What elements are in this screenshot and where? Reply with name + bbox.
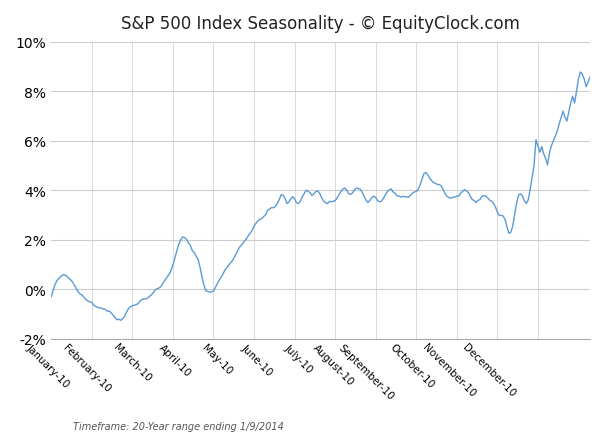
Title: S&P 500 Index Seasonality - © EquityClock.com: S&P 500 Index Seasonality - © EquityCloc… — [121, 15, 520, 33]
Text: Timeframe: 20-Year range ending 1/9/2014: Timeframe: 20-Year range ending 1/9/2014 — [73, 421, 284, 431]
